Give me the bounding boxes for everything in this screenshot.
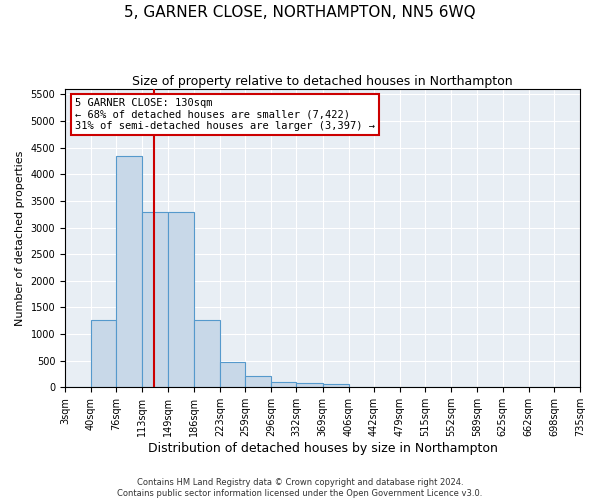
Y-axis label: Number of detached properties: Number of detached properties [15,150,25,326]
Bar [271,382,296,387]
Bar [116,156,142,387]
Bar [168,212,194,387]
Bar [220,362,245,387]
Text: Contains HM Land Registry data © Crown copyright and database right 2024.
Contai: Contains HM Land Registry data © Crown c… [118,478,482,498]
Bar [296,383,323,387]
Bar [323,384,349,387]
Text: 5 GARNER CLOSE: 130sqm
← 68% of detached houses are smaller (7,422)
31% of semi-: 5 GARNER CLOSE: 130sqm ← 68% of detached… [76,98,376,132]
Bar [194,320,220,387]
Title: Size of property relative to detached houses in Northampton: Size of property relative to detached ho… [132,75,513,88]
X-axis label: Distribution of detached houses by size in Northampton: Distribution of detached houses by size … [148,442,497,455]
Bar [91,320,116,387]
Bar [245,376,271,387]
Bar [142,212,168,387]
Text: 5, GARNER CLOSE, NORTHAMPTON, NN5 6WQ: 5, GARNER CLOSE, NORTHAMPTON, NN5 6WQ [124,5,476,20]
